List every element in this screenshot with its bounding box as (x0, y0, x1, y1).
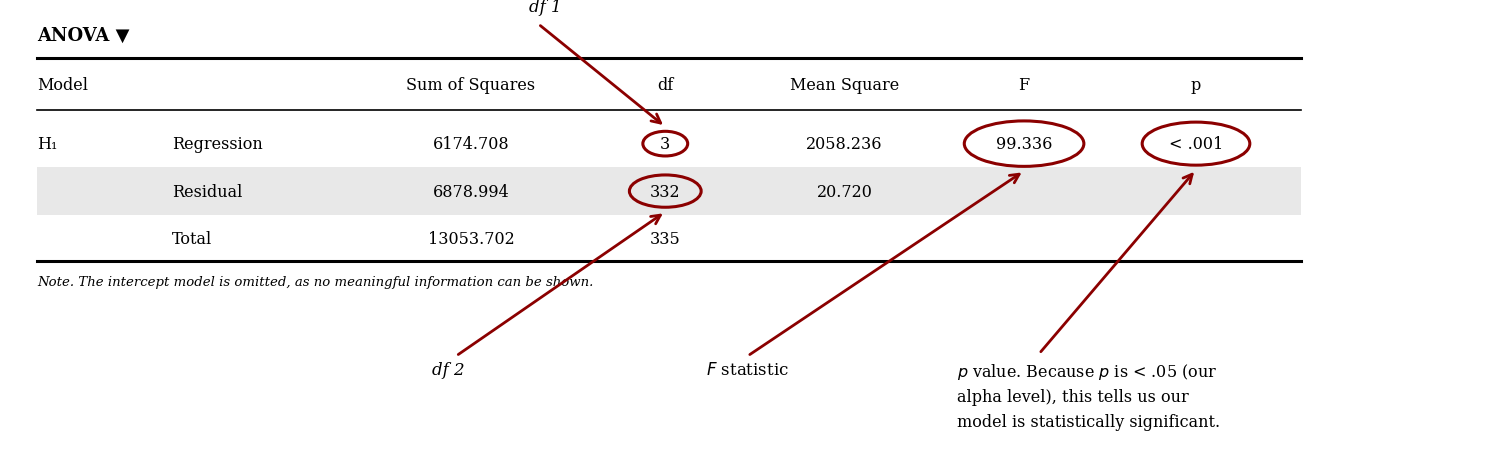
Text: Sum of Squares: Sum of Squares (407, 77, 535, 94)
Text: 335: 335 (650, 230, 680, 248)
Text: p: p (1192, 77, 1200, 94)
Text: Total: Total (172, 230, 212, 248)
Text: < .001: < .001 (1169, 136, 1223, 153)
Text: $F$ statistic: $F$ statistic (706, 361, 789, 378)
Text: 6174.708: 6174.708 (432, 136, 510, 153)
Text: 332: 332 (650, 183, 680, 200)
Text: Residual: Residual (172, 183, 242, 200)
Text: Note. The intercept model is omitted, as no meaningful information can be shown.: Note. The intercept model is omitted, as… (37, 276, 594, 288)
Text: 13053.702: 13053.702 (428, 230, 514, 248)
Text: Mean Square: Mean Square (789, 77, 900, 94)
FancyBboxPatch shape (37, 168, 1301, 216)
Text: 2058.236: 2058.236 (806, 136, 884, 153)
Text: ANOVA ▼: ANOVA ▼ (37, 27, 130, 45)
Text: F: F (1018, 77, 1030, 94)
Text: 20.720: 20.720 (816, 183, 873, 200)
Text: H₁: H₁ (37, 136, 58, 153)
Text: df 1: df 1 (529, 0, 562, 16)
Text: 3: 3 (661, 136, 670, 153)
Text: Model: Model (37, 77, 88, 94)
Text: df 2: df 2 (432, 361, 465, 378)
Text: df: df (658, 77, 673, 94)
Text: 99.336: 99.336 (996, 136, 1052, 153)
Text: $p$ value. Because $p$ is < .05 (our
alpha level), this tells us our
model is st: $p$ value. Because $p$ is < .05 (our alp… (957, 361, 1220, 430)
Text: 6878.994: 6878.994 (432, 183, 510, 200)
Text: Regression: Regression (172, 136, 263, 153)
